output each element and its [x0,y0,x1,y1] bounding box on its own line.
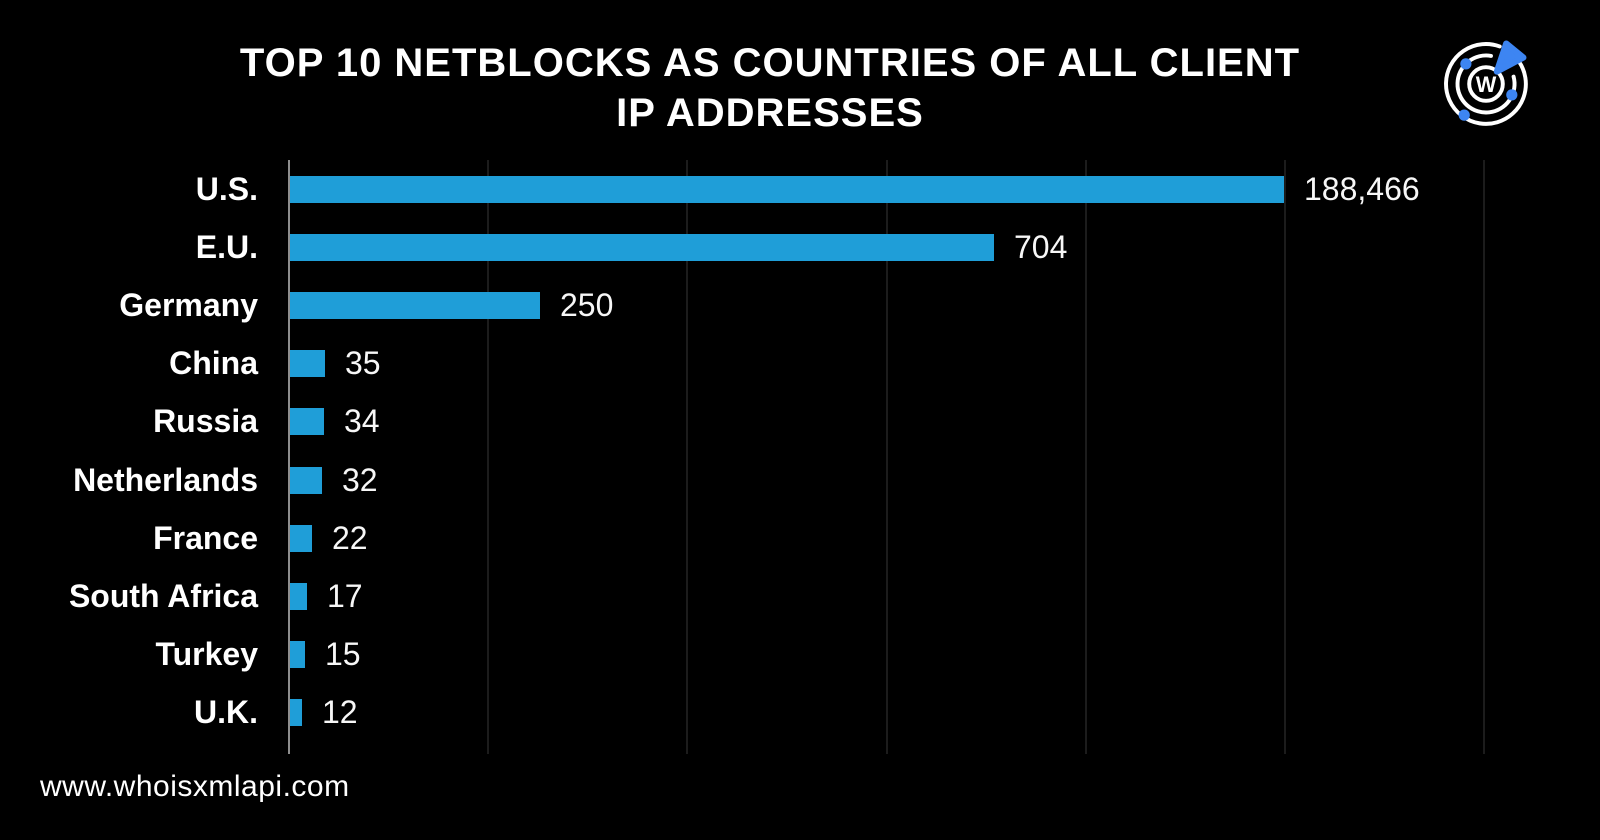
gridline [886,160,888,754]
bar [290,407,324,435]
category-label: Turkey [155,635,258,672]
logo-w-letter: W [1476,72,1497,97]
category-label: U.K. [194,693,258,730]
gridline [1483,160,1485,754]
bar [290,175,1284,203]
chart-row: U.K. 12 [0,683,1600,741]
chart-row: E.U. 704 [0,218,1600,276]
y-axis-line [288,160,290,754]
chart-row: South Africa 17 [0,567,1600,625]
logo-dot-right [1506,89,1518,101]
category-label: Germany [119,286,258,323]
value-label: 32 [342,461,378,498]
gridline [686,160,688,754]
value-label: 12 [322,693,358,730]
category-label: South Africa [68,577,258,614]
value-label: 35 [345,344,381,381]
value-label: 34 [344,402,380,439]
value-label: 15 [325,635,361,672]
value-label: 17 [327,577,363,614]
category-label: Russia [153,402,258,439]
gridline [1284,160,1286,754]
bar [290,582,307,610]
watermark-url: www.whoisxmlapi.com [40,770,350,803]
whoisxmlapi-logo: W [1444,40,1528,126]
chart-row: U.S. 188,466 [0,160,1600,218]
bar [290,698,302,726]
logo-triangle-icon [1493,40,1527,75]
gridline [487,160,489,754]
logo-accents [1458,40,1527,121]
category-label: E.U. [195,228,258,265]
bar [290,349,325,377]
chart-row: France 22 [0,509,1600,567]
category-label: China [169,344,258,381]
bar [290,524,312,552]
logo-dot-lower-left [1458,109,1470,121]
chart-row: Germany 250 [0,276,1600,334]
chart-row: Netherlands 32 [0,451,1600,509]
chart-row: Turkey 15 [0,625,1600,683]
bar [290,466,322,494]
chart-row: China 35 [0,334,1600,392]
category-label: Netherlands [73,461,258,498]
bar [290,233,994,261]
value-label: 250 [560,286,614,323]
chart-title-line2: IP ADDRESSES [616,91,924,135]
chart-row: Russia 34 [0,392,1600,450]
category-label: France [153,519,258,556]
value-label: 22 [332,519,368,556]
value-label: 704 [1014,228,1068,265]
gridline [1085,160,1087,754]
category-label: U.S. [195,170,258,207]
bar [290,291,540,319]
chart-title-line1: TOP 10 NETBLOCKS AS COUNTRIES OF ALL CLI… [239,41,1301,85]
bar [290,640,305,668]
logo-dot-upper-left [1460,58,1472,70]
logo-inner-ring [1467,65,1505,103]
chart-title: TOP 10 NETBLOCKS AS COUNTRIES OF ALL CLI… [0,38,1540,138]
value-label: 188,466 [1304,170,1420,207]
